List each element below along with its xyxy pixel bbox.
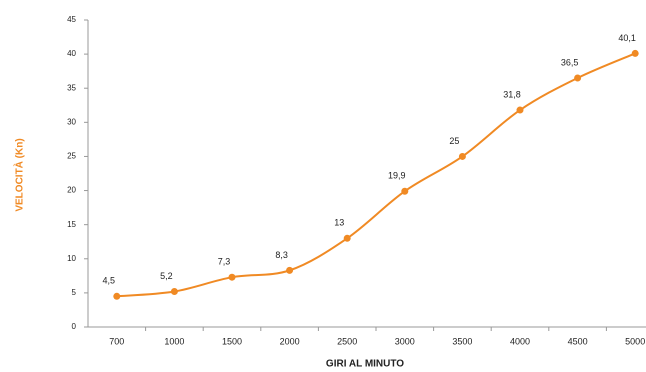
point <box>631 49 639 57</box>
data-label: 13 <box>334 218 344 228</box>
point <box>228 273 236 281</box>
y-tick-label: 10 <box>67 254 76 263</box>
x-tick-label: 1500 <box>222 336 242 346</box>
x-tick-label: 3500 <box>452 336 472 346</box>
y-tick-label: 40 <box>67 49 76 58</box>
y-tick-label: 30 <box>67 117 76 126</box>
point <box>516 106 524 114</box>
data-label: 31,8 <box>503 89 521 99</box>
point <box>574 74 582 82</box>
point <box>343 234 351 242</box>
data-label: 25 <box>449 136 459 146</box>
data-label: 36,5 <box>561 57 579 67</box>
point <box>286 266 294 274</box>
x-tick-label: 2000 <box>280 336 300 346</box>
line <box>116 52 636 298</box>
point <box>458 152 466 160</box>
x-tick-label: 700 <box>109 336 124 346</box>
y-tick-label: 0 <box>72 322 77 331</box>
data-label: 19,9 <box>388 171 406 181</box>
data-label: 4,5 <box>103 276 116 286</box>
y-tick-label: 35 <box>67 83 76 92</box>
x-tick-label: 5000 <box>625 336 645 346</box>
x-tick-label: 4000 <box>510 336 530 346</box>
point <box>170 288 178 296</box>
x-tick-label: 4500 <box>568 336 588 346</box>
x-axis-label: GIRI AL MINUTO <box>326 359 404 370</box>
y-tick-label: 45 <box>67 15 76 24</box>
y-tick-label: 20 <box>67 186 76 195</box>
y-tick-label: 15 <box>67 220 76 229</box>
y-tick-label: 5 <box>72 288 77 297</box>
y-tick-label: 25 <box>67 152 76 161</box>
data-label: 40,1 <box>618 33 636 43</box>
y-axis-label: VELOCITÀ (Kn) <box>13 138 26 211</box>
data-label: 7,3 <box>218 257 231 267</box>
data-label: 5,2 <box>160 271 173 281</box>
point <box>113 292 121 300</box>
x-tick-label: 1000 <box>164 336 184 346</box>
data-label: 8,3 <box>275 250 288 260</box>
x-tick-label: 3000 <box>395 336 415 346</box>
x-tick-label: 2500 <box>337 336 357 346</box>
point <box>401 187 409 195</box>
